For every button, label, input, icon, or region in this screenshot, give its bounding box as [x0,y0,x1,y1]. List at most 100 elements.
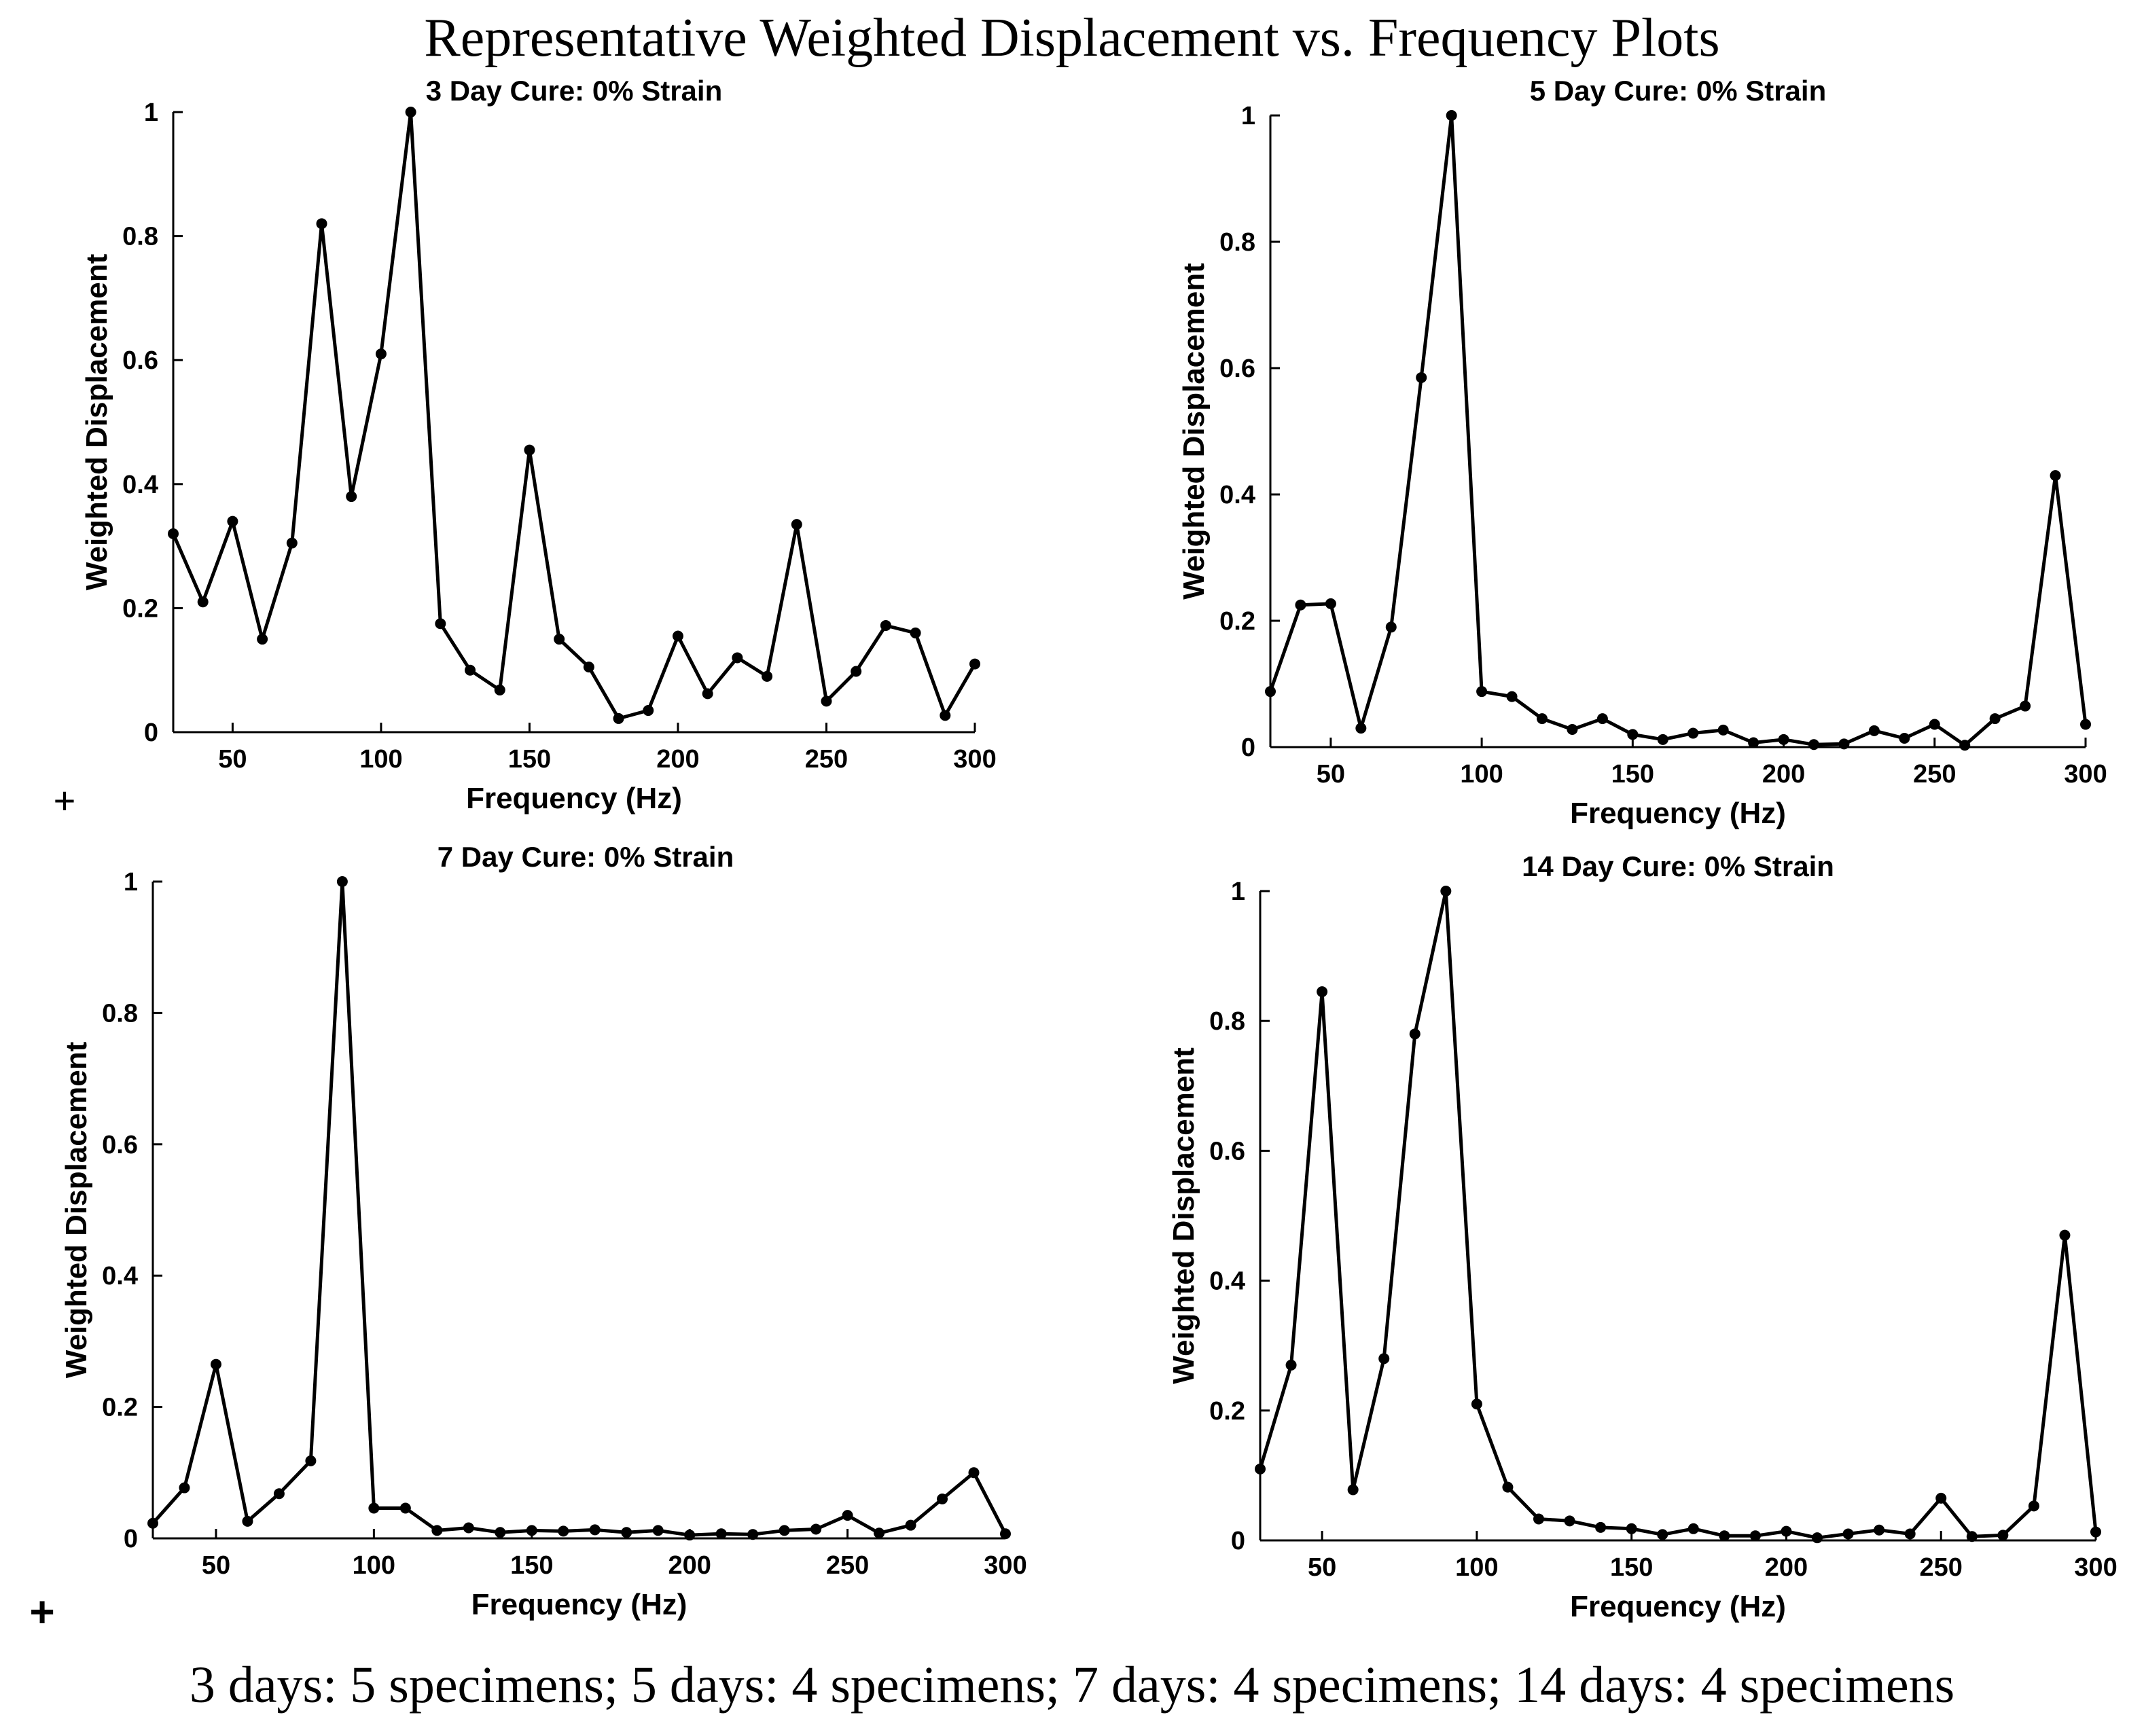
panel-title-14-day: 14 Day Cure: 0% Strain [1522,850,1834,882]
data-point [810,1523,822,1535]
data-point [1749,1530,1761,1542]
data-point [316,218,327,230]
y-tick-label: 0.2 [122,594,158,623]
data-point [368,1502,380,1514]
data-point [197,596,209,608]
data-point [524,444,535,456]
data-point [1567,723,1578,735]
data-point [880,619,891,631]
data-point [1440,886,1452,897]
data-point [779,1525,790,1536]
data-point [1935,1492,1947,1504]
y-tick-label: 0 [124,1525,138,1553]
data-point [346,491,357,503]
data-point [1657,734,1668,745]
data-point [732,652,743,664]
panel-title-7-day: 7 Day Cure: 0% Strain [437,841,734,873]
data-point [1997,1530,2009,1541]
series-line-7-day [151,880,1007,1537]
data-point [1416,372,1427,383]
chart-panel-7-day: 7 Day Cure: 0% Strain 50 100 150 200 250 300 0 0… [60,841,1027,1621]
data-point [2050,470,2061,482]
data-point [1000,1528,1011,1540]
x-tick-label: 100 [359,745,402,774]
y-tick-label: 0.4 [1219,481,1255,509]
data-point [715,1528,727,1540]
x-tick-label: 200 [1765,1553,1808,1582]
data-point [558,1525,569,1537]
data-point [1842,1528,1854,1540]
data-point [969,658,980,670]
data-point [1627,729,1639,740]
data-point [937,1493,948,1504]
data-point [431,1525,443,1536]
data-point [874,1527,885,1539]
data-point [147,1517,158,1529]
data-point [1285,1359,1297,1371]
data-point [1317,986,1328,998]
data-point [1502,1481,1514,1493]
x-tick-label: 300 [2074,1553,2117,1582]
data-point [257,634,268,645]
y-tick-label: 0.4 [102,1262,138,1290]
data-point [672,630,683,642]
y-axis-label: Weighted Displacement [1177,263,1211,600]
data-point [1595,1521,1607,1533]
x-tick-label: 150 [1610,1553,1653,1582]
chart-panel-3-day: 3 Day Cure: 0% Strain 50 100 150 200 250 300 0 0… [80,75,997,815]
y-tick-label: 0 [144,719,158,747]
y-tick-label: 0.8 [122,223,158,251]
figure-caption: 3 days: 5 specimens; 5 days: 4 specimens… [190,1657,1954,1714]
chart-panel-5-day: 5 Day Cure: 0% Strain 50 100 150 200 250 300 0 0… [1177,75,2107,830]
data-point [336,876,348,887]
data-point [1687,727,1699,739]
data-point [905,1519,916,1531]
y-tick-label: 0.4 [122,471,158,499]
data-point [435,618,446,630]
data-point [1471,1398,1482,1410]
x-tick-label: 250 [805,745,848,774]
data-point [2090,1526,2101,1538]
panel-title-5-day: 5 Day Cure: 0% Strain [1530,75,1827,107]
chart-panel-14-day: 14 Day Cure: 0% Strain 50 100 150 200 250 300 0… [1167,850,2118,1623]
data-point [1868,725,1880,736]
data-point [405,107,416,117]
data-point [1409,1028,1421,1040]
x-tick-label: 250 [1913,760,1956,789]
data-point [399,1502,411,1514]
x-tick-label: 300 [984,1551,1026,1580]
data-point [1255,1463,1266,1475]
x-tick-label: 50 [1308,1553,1336,1582]
data-point [1325,598,1336,609]
figure-title: Representative Weighted Displacement vs.… [424,8,1719,68]
data-point [554,634,565,645]
data-point [1966,1531,1978,1542]
y-tick-label: 1 [1231,878,1245,906]
data-point [1687,1523,1699,1534]
y-tick-label: 0.6 [122,346,158,375]
data-point [1446,110,1457,121]
data-point [1564,1515,1575,1527]
x-tick-label: 300 [953,745,996,774]
y-tick-label: 0.2 [102,1394,138,1422]
data-point [583,662,594,673]
data-point [621,1527,632,1538]
data-point [1929,719,1940,730]
y-tick-label: 0.4 [1209,1267,1245,1296]
data-point [526,1525,537,1536]
x-axis-label: Frequency (Hz) [471,1588,687,1621]
y-tick-label: 0.8 [1209,1007,1245,1036]
x-tick-label: 50 [202,1551,230,1580]
data-point [1533,1513,1544,1525]
x-tick-label: 50 [1317,760,1345,789]
x-tick-label: 200 [656,745,699,774]
data-point [1537,713,1548,725]
y-tick-label: 0.6 [102,1131,138,1159]
data-point [747,1529,759,1540]
data-point [495,1527,506,1538]
data-point [1748,737,1759,748]
y-axis-label: Weighted Displacement [1167,1047,1200,1384]
data-point [1295,599,1306,611]
data-point [940,710,951,721]
